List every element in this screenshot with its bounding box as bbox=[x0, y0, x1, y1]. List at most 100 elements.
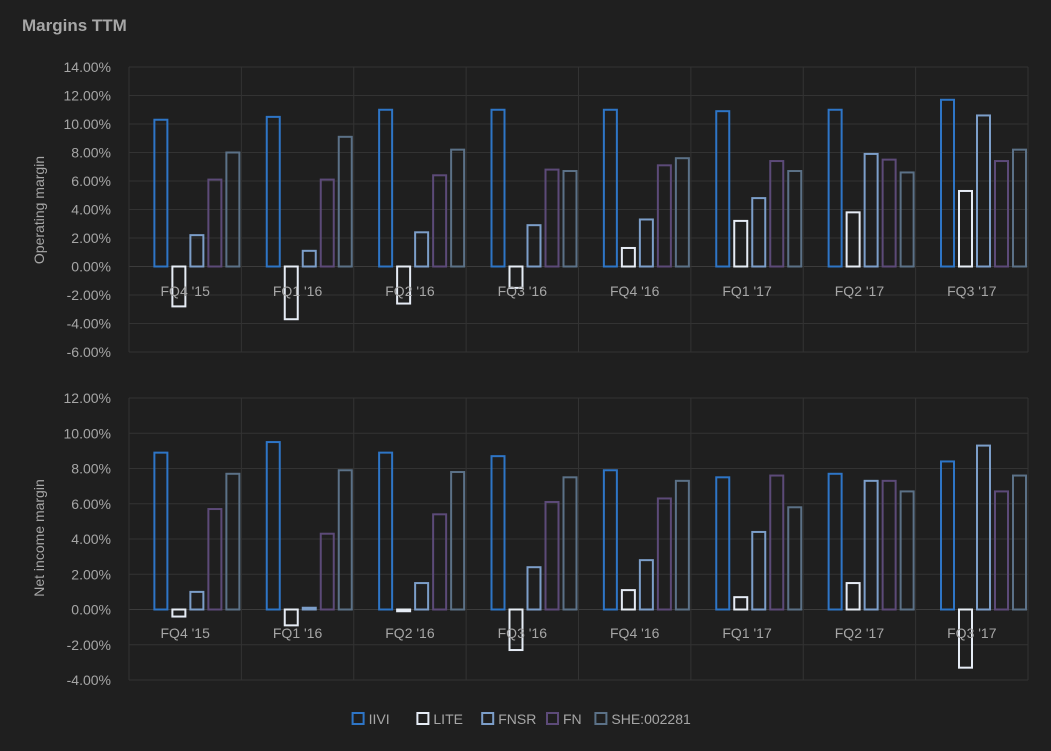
bar-fn bbox=[207, 178, 223, 268]
y-tick-label: 6.00% bbox=[71, 496, 111, 512]
bar-iivi bbox=[827, 108, 843, 268]
legend-label: FNSR bbox=[498, 711, 536, 727]
bar-fn bbox=[881, 479, 897, 611]
bar-iivi bbox=[153, 118, 169, 268]
bar-iivi bbox=[378, 108, 394, 268]
y-axis-title: Operating margin bbox=[31, 156, 47, 264]
bar-she-002281 bbox=[674, 157, 690, 268]
bar-fnsr bbox=[189, 590, 205, 611]
y-tick-label: -2.00% bbox=[67, 637, 111, 653]
bar-fnsr bbox=[751, 530, 767, 611]
x-tick-label: FQ2 '17 bbox=[835, 283, 885, 299]
bar-iivi bbox=[602, 469, 618, 611]
bar-she-002281 bbox=[225, 472, 241, 611]
bar-iivi bbox=[940, 98, 955, 268]
bar-fn bbox=[207, 508, 223, 611]
legend-label: LITE bbox=[433, 711, 463, 727]
bar-fnsr bbox=[863, 479, 879, 611]
y-tick-label: 4.00% bbox=[71, 202, 111, 218]
bar-fn bbox=[544, 168, 560, 268]
x-tick-label: FQ3 '17 bbox=[947, 625, 997, 641]
bar-fn bbox=[656, 497, 672, 611]
y-tick-label: 10.00% bbox=[64, 425, 111, 441]
bar-fnsr bbox=[414, 582, 430, 611]
y-tick-label: 12.00% bbox=[64, 390, 111, 406]
bar-fnsr bbox=[301, 249, 317, 268]
bar-fn bbox=[656, 164, 672, 268]
y-tick-label: 12.00% bbox=[64, 88, 111, 104]
y-tick-label: 4.00% bbox=[71, 531, 111, 547]
bar-iivi bbox=[378, 451, 394, 611]
bar-fn bbox=[769, 474, 785, 611]
bar-fnsr bbox=[976, 114, 991, 268]
bar-lite bbox=[958, 189, 973, 268]
bar-fn bbox=[319, 532, 335, 611]
bar-lite bbox=[733, 596, 749, 611]
bar-lite bbox=[283, 608, 299, 627]
bar-fn bbox=[994, 160, 1009, 268]
bar-fn bbox=[994, 490, 1009, 611]
bar-she-002281 bbox=[787, 170, 803, 268]
y-tick-label: -6.00% bbox=[67, 344, 111, 360]
bar-iivi bbox=[265, 115, 281, 268]
y-tick-label: -2.00% bbox=[67, 287, 111, 303]
bar-fn bbox=[544, 500, 560, 611]
bar-she-002281 bbox=[1012, 148, 1027, 268]
bar-fn bbox=[769, 160, 785, 268]
x-tick-label: FQ4 '15 bbox=[161, 625, 211, 641]
y-tick-label: 8.00% bbox=[71, 145, 111, 161]
bar-iivi bbox=[490, 108, 506, 268]
x-tick-label: FQ3 '16 bbox=[498, 283, 548, 299]
x-tick-label: FQ2 '16 bbox=[385, 283, 435, 299]
y-tick-label: 14.00% bbox=[64, 59, 111, 75]
bar-fnsr bbox=[526, 224, 542, 268]
bar-fnsr bbox=[976, 444, 991, 611]
bar-iivi bbox=[940, 460, 955, 611]
y-axis-title: Net income margin bbox=[31, 479, 47, 597]
bar-fn bbox=[881, 158, 897, 268]
bar-fnsr bbox=[863, 152, 879, 268]
bar-lite bbox=[171, 608, 187, 618]
bar-fnsr bbox=[751, 197, 767, 268]
x-tick-label: FQ1 '16 bbox=[273, 625, 323, 641]
bar-lite bbox=[171, 265, 187, 308]
legend-label: IIVI bbox=[369, 711, 390, 727]
bar-she-002281 bbox=[337, 469, 353, 611]
bar-lite bbox=[620, 246, 636, 268]
x-tick-label: FQ4 '16 bbox=[610, 625, 660, 641]
x-tick-label: FQ2 '16 bbox=[385, 625, 435, 641]
bar-iivi bbox=[490, 455, 506, 611]
bar-she-002281 bbox=[450, 148, 466, 268]
bar-she-002281 bbox=[225, 151, 241, 268]
bar-lite bbox=[508, 265, 524, 289]
bar-iivi bbox=[715, 476, 731, 611]
y-tick-label: 10.00% bbox=[64, 116, 111, 132]
x-tick-label: FQ4 '15 bbox=[161, 283, 211, 299]
bar-she-002281 bbox=[562, 476, 578, 611]
y-tick-label: 6.00% bbox=[71, 173, 111, 189]
bar-lite bbox=[845, 211, 861, 268]
bar-she-002281 bbox=[899, 171, 915, 268]
legend-swatch bbox=[594, 712, 608, 725]
bar-iivi bbox=[715, 110, 731, 268]
bar-fnsr bbox=[301, 606, 317, 611]
bar-she-002281 bbox=[337, 135, 353, 268]
bar-she-002281 bbox=[450, 471, 466, 611]
bar-lite bbox=[283, 265, 299, 321]
bar-fnsr bbox=[638, 559, 654, 611]
x-tick-label: FQ1 '16 bbox=[273, 283, 323, 299]
y-tick-label: 0.00% bbox=[71, 259, 111, 275]
bar-lite bbox=[396, 265, 412, 305]
legend-swatch bbox=[546, 712, 559, 725]
bar-fn bbox=[432, 174, 448, 268]
bar-fn bbox=[319, 178, 335, 268]
legend-label: FN bbox=[563, 711, 582, 727]
bar-lite bbox=[396, 608, 412, 613]
bar-iivi bbox=[602, 108, 618, 268]
bar-iivi bbox=[827, 472, 843, 611]
y-tick-label: 8.00% bbox=[71, 461, 111, 477]
y-tick-label: 2.00% bbox=[71, 230, 111, 246]
bar-fnsr bbox=[414, 231, 430, 268]
